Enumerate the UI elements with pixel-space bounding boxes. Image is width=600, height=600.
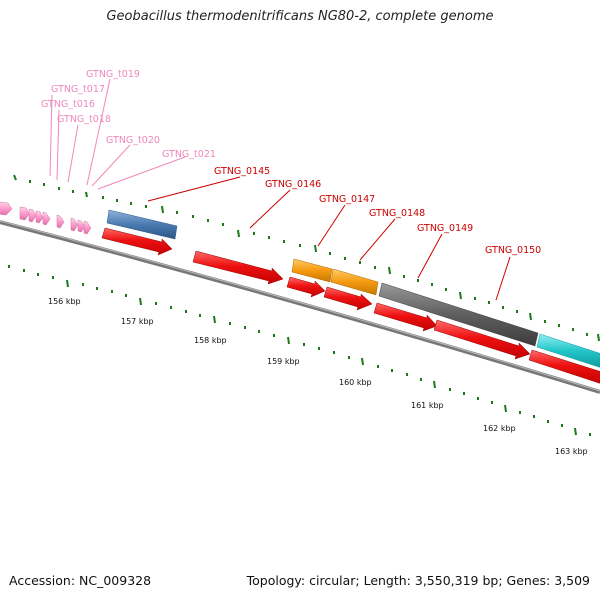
cds-arrow-0145[interactable] [101, 227, 173, 256]
trna-label-t019[interactable]: GTNG_t019 [86, 69, 140, 80]
genome-title: Geobacillus thermodenitrificans NG80-2, … [106, 9, 494, 24]
trna-arrow[interactable] [42, 211, 51, 226]
genome-backbone [0, 220, 600, 394]
cds-label-0148[interactable]: GTNG_0148 [369, 208, 425, 219]
cds-label-0149[interactable]: GTNG_0149 [417, 223, 473, 234]
kbp-label-160: 160 kbp [339, 378, 372, 387]
trna-arrow[interactable] [28, 208, 37, 223]
cds-leader-lines [147, 176, 511, 301]
cds-label-0145[interactable]: GTNG_0145 [214, 166, 270, 177]
kbp-label-156: 156 kbp [48, 297, 81, 306]
cds-arrow-next[interactable] [528, 349, 600, 384]
trna-label-t016[interactable]: GTNG_t016 [41, 99, 95, 110]
accession-label: Accession: NC_009328 [9, 573, 152, 588]
kbp-label-162: 162 kbp [483, 424, 516, 433]
kbp-label-159: 159 kbp [267, 357, 300, 366]
gene-block-orange-2[interactable] [330, 268, 379, 296]
gene-block-blue[interactable] [106, 209, 178, 240]
trna-arrow[interactable] [83, 220, 92, 235]
genome-backbone-highlight [0, 220, 600, 392]
cds-arrow-0149[interactable] [373, 302, 438, 332]
trna-arrow[interactable] [19, 206, 30, 221]
topology-label: Topology: circular; Length: 3,550,319 bp… [246, 573, 590, 588]
kbp-label-158: 158 kbp [194, 336, 227, 345]
trna-label-t018[interactable]: GTNG_t018 [57, 114, 111, 125]
cds-arrow-0147[interactable] [286, 276, 326, 298]
gene-block-gray[interactable] [378, 282, 539, 347]
trna-label-t020[interactable]: GTNG_t020 [106, 135, 160, 146]
cds-label-0150[interactable]: GTNG_0150 [485, 245, 541, 256]
cds-feature-group [101, 227, 600, 384]
trna-arrow[interactable] [77, 219, 86, 233]
trna-label-t017[interactable]: GTNG_t017 [51, 84, 105, 95]
kbp-label-163: 163 kbp [555, 447, 588, 456]
kbp-label-157: 157 kbp [121, 317, 154, 326]
gene-block-cyan[interactable] [536, 333, 600, 368]
upper-tick-row [13, 174, 600, 342]
cds-arrow-0146[interactable] [192, 250, 284, 285]
kbp-label-161: 161 kbp [411, 401, 444, 410]
cds-label-0147[interactable]: GTNG_0147 [319, 194, 375, 205]
trna-arrow[interactable] [35, 210, 44, 224]
gene-block-orange-1[interactable] [291, 258, 333, 283]
trna-leader-lines [49, 78, 186, 190]
cds-arrow-0150[interactable] [433, 319, 531, 360]
lower-tick-row [8, 265, 591, 436]
trna-arrow[interactable] [56, 214, 65, 229]
trna-feature-group [0, 201, 92, 235]
trna-arrow[interactable] [70, 217, 79, 232]
cds-arrow-0148[interactable] [323, 286, 373, 311]
trna-label-t021[interactable]: GTNG_t021 [162, 149, 216, 160]
trna-arrow[interactable] [0, 201, 13, 216]
cds-label-0146[interactable]: GTNG_0146 [265, 179, 321, 190]
